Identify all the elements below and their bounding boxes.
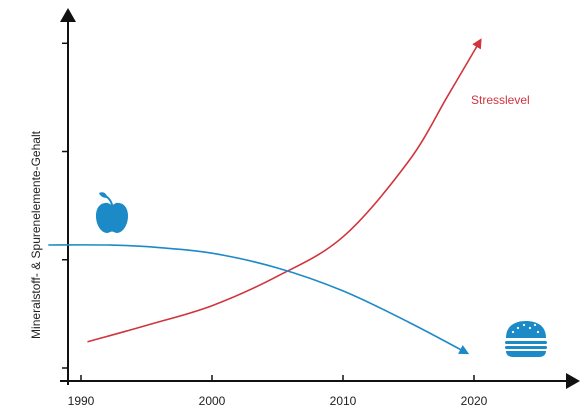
x-tick-label: 2010	[330, 394, 357, 408]
x-axis-arrow-icon	[566, 373, 580, 389]
series-line-stresslevel	[87, 38, 482, 343]
burger-icon	[505, 321, 547, 357]
y-axis-title: Mineralstoff- & Spurenelemente-Gehalt	[29, 130, 43, 339]
series-layer: Stresslevel	[48, 38, 530, 355]
series-label-stresslevel: Stresslevel	[471, 93, 530, 107]
series-line-minerals	[48, 244, 470, 355]
y-axis-arrow-icon	[60, 8, 76, 22]
apple-icon	[96, 192, 128, 233]
axes	[60, 8, 580, 389]
x-tick-label: 1990	[68, 394, 95, 408]
x-ticks: 1990 2000 2010 2020	[68, 375, 488, 408]
y-ticks	[62, 42, 68, 369]
x-tick-label: 2020	[461, 394, 488, 408]
x-tick-label: 2000	[199, 394, 226, 408]
